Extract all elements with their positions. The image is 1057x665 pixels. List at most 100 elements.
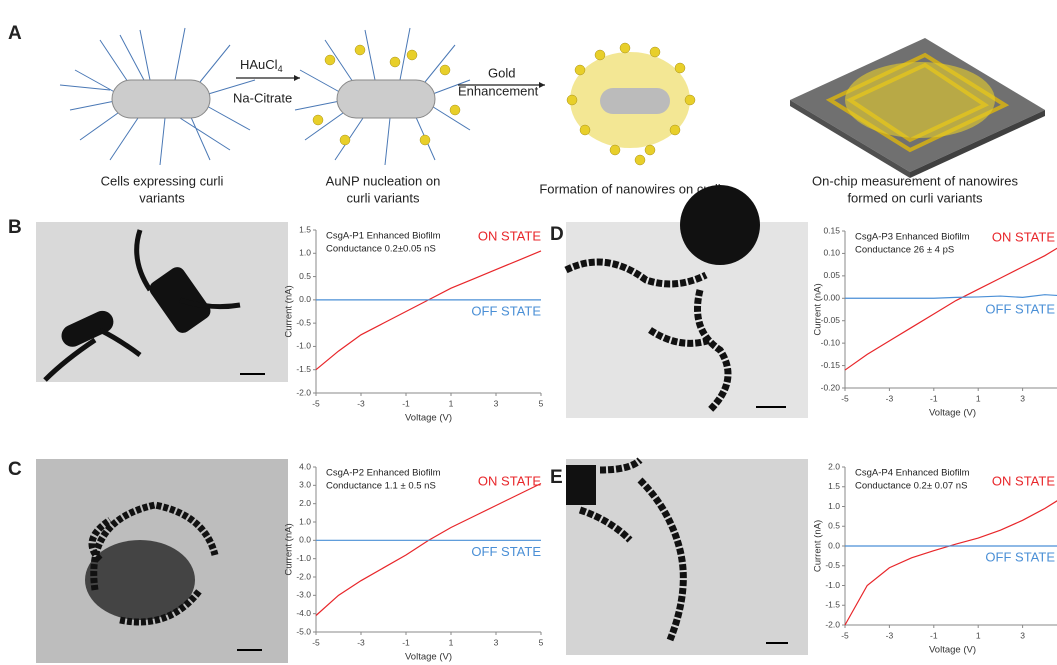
y-tick-label: -1.0: [296, 553, 311, 563]
y-tick-label: -5.0: [296, 626, 311, 636]
cell-illustration: [295, 28, 470, 165]
x-tick-label: -1: [930, 393, 938, 403]
y-axis-label: Current (nA): [813, 283, 824, 335]
y-tick-label: -2.0: [296, 571, 311, 581]
y-tick-label: 0.0: [828, 540, 840, 550]
chip-illustration: [790, 38, 1045, 178]
y-tick-label: -0.5: [296, 317, 311, 327]
annotation: Conductance 26 ± 4 pS: [855, 245, 954, 256]
y-tick-label: -2.0: [825, 619, 840, 629]
series-label: OFF STATE: [471, 303, 541, 318]
x-tick-label: 1: [976, 630, 981, 640]
x-tick-label: -5: [841, 393, 849, 403]
micrograph: [566, 459, 808, 655]
figure: A B C D E HAuCl4 Na-Citrate Gold Enhance…: [0, 0, 1057, 665]
x-tick-label: -3: [357, 637, 365, 647]
y-tick-label: -3.0: [296, 590, 311, 600]
annotation: Conductance 1.1 ± 0.5 nS: [326, 481, 436, 492]
y-axis-label: Current (nA): [284, 285, 295, 337]
micrograph: [36, 222, 288, 382]
y-tick-label: 0.10: [823, 248, 840, 258]
x-tick-label: 3: [1020, 393, 1025, 403]
caption: AuNP nucleation on: [326, 173, 441, 188]
x-axis-label: Voltage (V): [929, 408, 976, 419]
y-tick-label: 0.5: [828, 521, 840, 531]
y-tick-label: -0.05: [821, 315, 841, 325]
y-tick-label: 1.0: [299, 248, 311, 258]
y-tick-label: 0.5: [299, 271, 311, 281]
y-tick-label: 0.15: [823, 225, 840, 235]
x-tick-label: 5: [539, 637, 544, 647]
x-tick-label: 3: [1020, 630, 1025, 640]
annotation: CsgA-P1 Enhanced Biofilm: [326, 231, 441, 242]
y-axis-label: Current (nA): [813, 520, 824, 572]
series-label: OFF STATE: [471, 544, 541, 559]
y-tick-label: -4.0: [296, 608, 311, 618]
caption: formed on curli variants: [847, 190, 983, 205]
x-tick-label: -1: [930, 630, 938, 640]
annotation: Conductance 0.2±0.05 nS: [326, 244, 436, 255]
series-label: OFF STATE: [985, 549, 1055, 564]
panel-label: B: [8, 217, 22, 238]
subscript: 4: [278, 64, 283, 74]
y-tick-label: 0.0: [299, 294, 311, 304]
panel-label: A: [8, 23, 22, 44]
caption: curli variants: [347, 190, 420, 205]
y-tick-label: 1.5: [828, 481, 840, 491]
series-line: [845, 295, 1057, 299]
y-tick-label: -1.5: [825, 600, 840, 610]
step-label: Enhancement: [458, 83, 539, 98]
series-label: OFF STATE: [985, 302, 1055, 317]
caption: Formation of nanowires on curli: [539, 181, 720, 196]
y-tick-label: -2.0: [296, 387, 311, 397]
x-tick-label: 1: [976, 393, 981, 403]
x-tick-label: -3: [357, 398, 365, 408]
y-tick-label: 0.00: [823, 293, 840, 303]
panel-label: E: [550, 467, 563, 488]
page: A B C D E HAuCl4 Na-Citrate Gold Enhance…: [0, 0, 1057, 665]
y-tick-label: -0.5: [825, 560, 840, 570]
caption: variants: [139, 190, 185, 205]
arrowhead: [294, 75, 300, 81]
series-label: ON STATE: [478, 473, 541, 488]
y-tick-label: 1.5: [299, 224, 311, 234]
y-tick-label: -0.20: [821, 382, 841, 392]
y-tick-label: 3.0: [299, 480, 311, 490]
step-label: Gold: [488, 65, 515, 80]
annotation: CsgA-P3 Enhanced Biofilm: [855, 232, 970, 243]
y-tick-label: 4.0: [299, 461, 311, 471]
x-tick-label: -1: [402, 637, 410, 647]
micrograph: [36, 459, 288, 663]
y-tick-label: 2.0: [828, 461, 840, 471]
reagent: Na-Citrate: [233, 90, 292, 105]
x-tick-label: -5: [841, 630, 849, 640]
reagent: HAuCl4: [240, 57, 283, 74]
x-tick-label: 1: [449, 398, 454, 408]
x-tick-label: 3: [494, 398, 499, 408]
y-tick-label: 0.0: [299, 535, 311, 545]
x-tick-label: -1: [402, 398, 410, 408]
y-tick-label: 2.0: [299, 498, 311, 508]
panel-label: C: [8, 459, 22, 480]
series-label: ON STATE: [992, 229, 1055, 244]
y-tick-label: -0.10: [821, 337, 841, 347]
panel-label: D: [550, 224, 564, 245]
caption: On-chip measurement of nanowires: [812, 173, 1018, 188]
series-label: ON STATE: [478, 228, 541, 243]
x-tick-label: 1: [449, 637, 454, 647]
x-tick-label: 5: [539, 398, 544, 408]
x-tick-label: 3: [494, 637, 499, 647]
x-axis-label: Voltage (V): [929, 645, 976, 656]
arrowhead: [539, 82, 545, 88]
x-axis-label: Voltage (V): [405, 413, 452, 424]
y-tick-label: 0.05: [823, 270, 840, 280]
x-tick-label: -5: [312, 637, 320, 647]
y-tick-label: -1.0: [296, 341, 311, 351]
nanowire-illustration: [567, 43, 695, 165]
x-tick-label: -5: [312, 398, 320, 408]
annotation: CsgA-P2 Enhanced Biofilm: [326, 468, 441, 479]
cell-illustration: [60, 28, 255, 165]
y-axis-label: Current (nA): [284, 523, 295, 575]
y-tick-label: -1.5: [296, 364, 311, 374]
y-tick-label: -1.0: [825, 580, 840, 590]
